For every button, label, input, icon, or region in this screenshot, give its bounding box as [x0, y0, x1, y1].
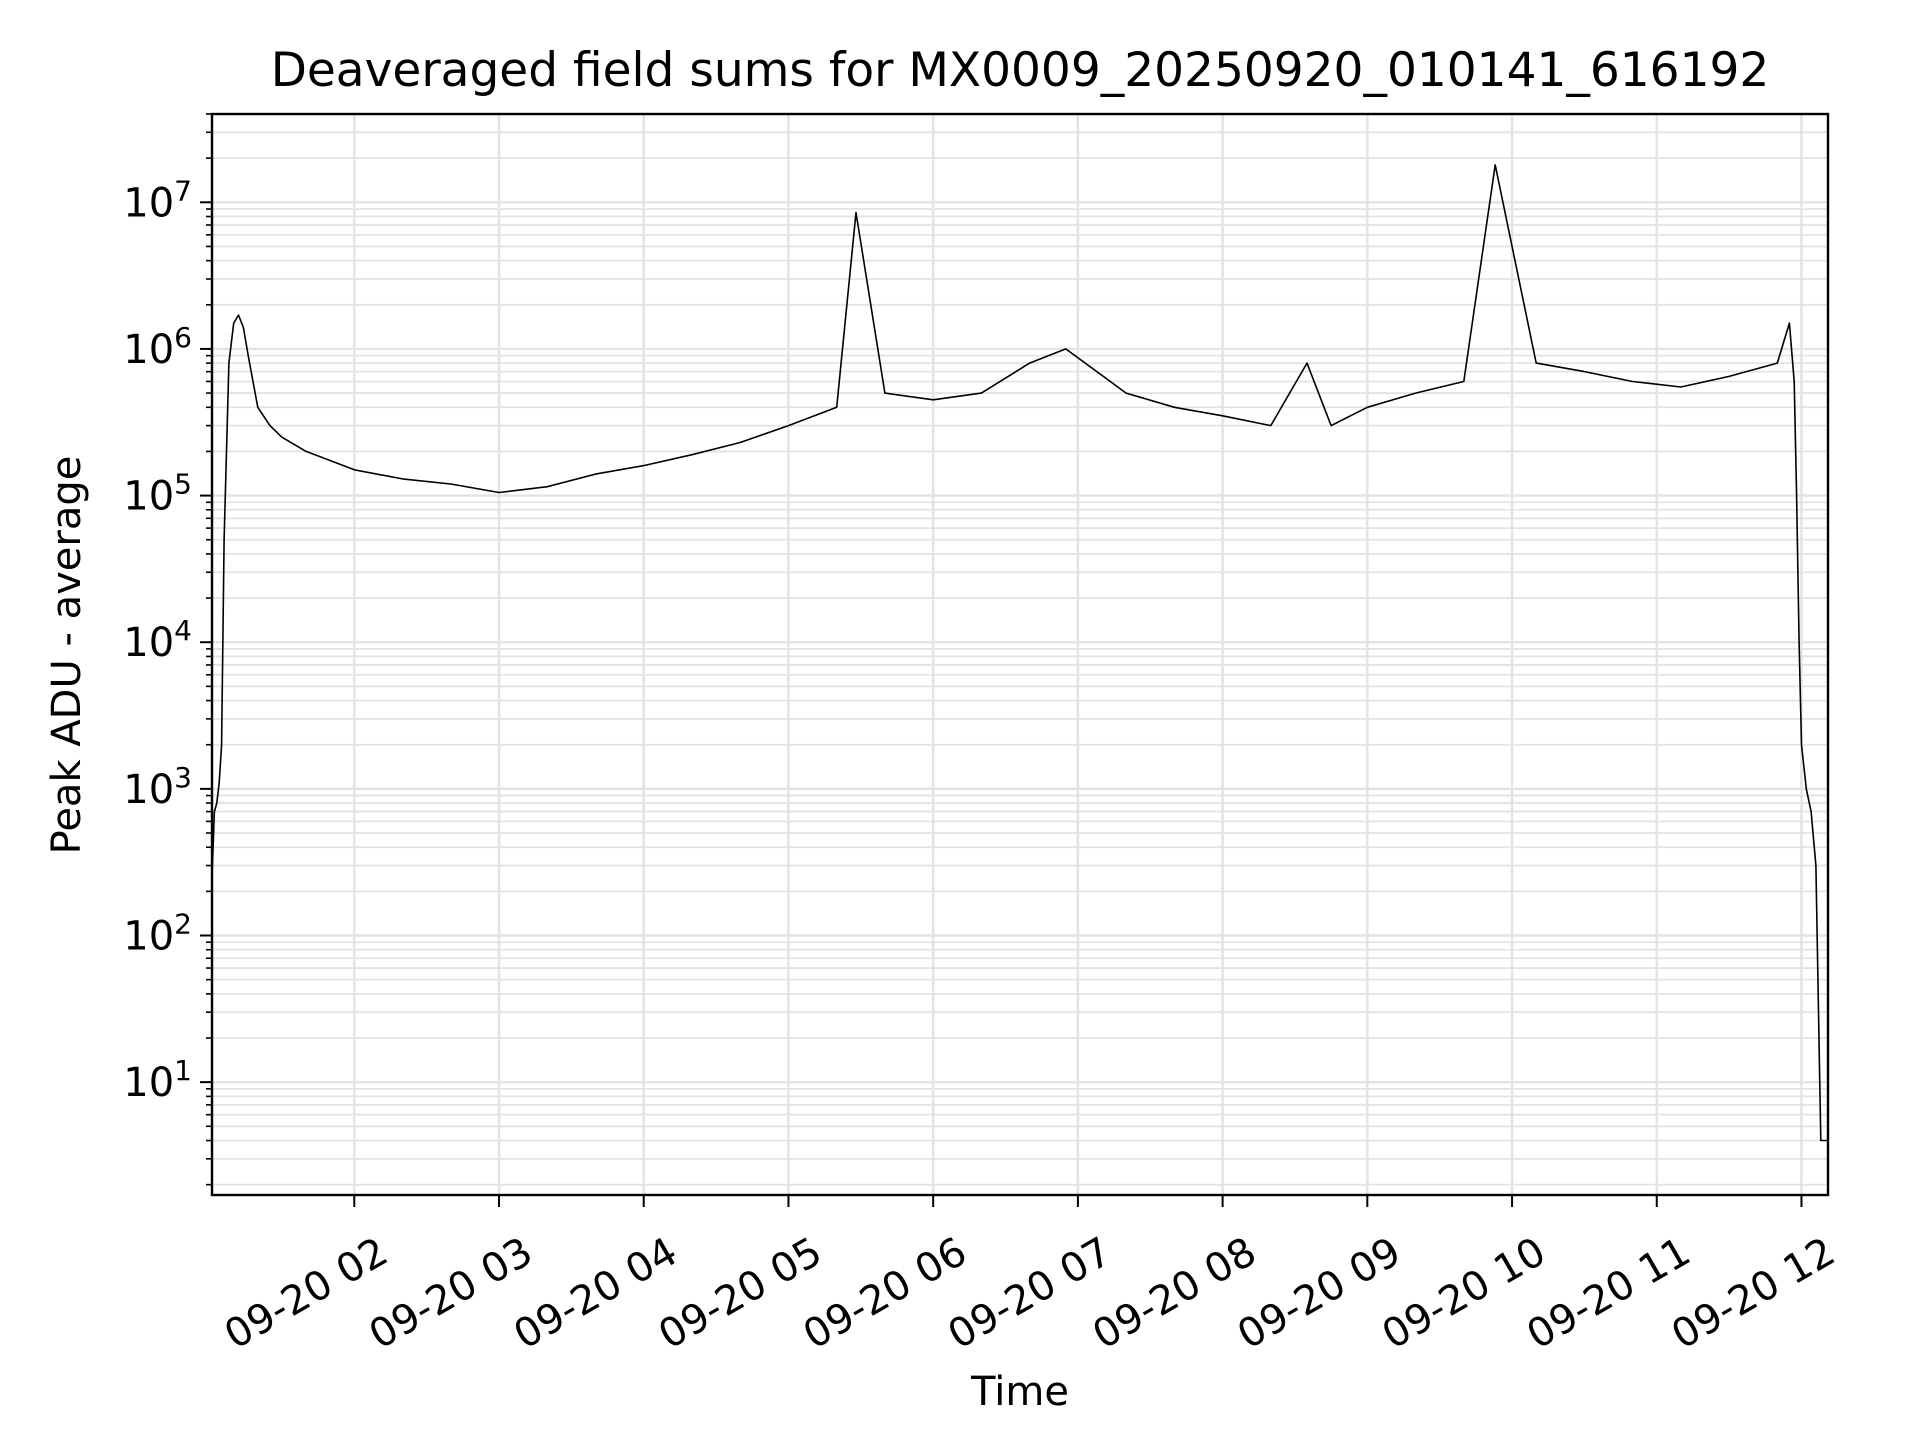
chart-title: Deaveraged field sums for MX0009_2025092…: [271, 43, 1770, 98]
y-tick-label: 105: [123, 468, 192, 520]
y-tick-label: 107: [123, 174, 192, 226]
y-tick-label: 103: [123, 761, 192, 813]
x-tick-label: 09-20 08: [1085, 1229, 1264, 1359]
y-axis-title: Peak ADU - average: [44, 456, 90, 855]
x-tick-label: 09-20 10: [1375, 1229, 1554, 1359]
x-tick-label: 09-20 09: [1230, 1229, 1409, 1359]
plot-frame: [210, 112, 1830, 1197]
data-layer: [211, 164, 1828, 1142]
x-tick-label: 09-20 02: [217, 1229, 396, 1359]
plot-border: [210, 112, 1830, 1197]
x-axis-title: Time: [970, 1369, 1069, 1415]
y-tick-label: 101: [123, 1054, 192, 1106]
data-series-line: [211, 164, 1828, 1142]
y-tick-label: 106: [123, 321, 192, 373]
y-tick-label: 102: [123, 908, 192, 960]
x-tick-label: 09-20 11: [1519, 1229, 1698, 1359]
x-tick-label: 09-20 05: [651, 1229, 830, 1359]
x-tick-label: 09-20 07: [941, 1229, 1120, 1359]
grid: [212, 113, 1828, 1195]
x-tick-label: 09-20 04: [506, 1229, 685, 1359]
x-tick-label: 09-20 12: [1664, 1229, 1843, 1359]
x-tick-label: 09-20 06: [796, 1229, 975, 1359]
y-tick-label: 104: [123, 614, 192, 666]
x-tick-label: 09-20 03: [362, 1229, 541, 1359]
